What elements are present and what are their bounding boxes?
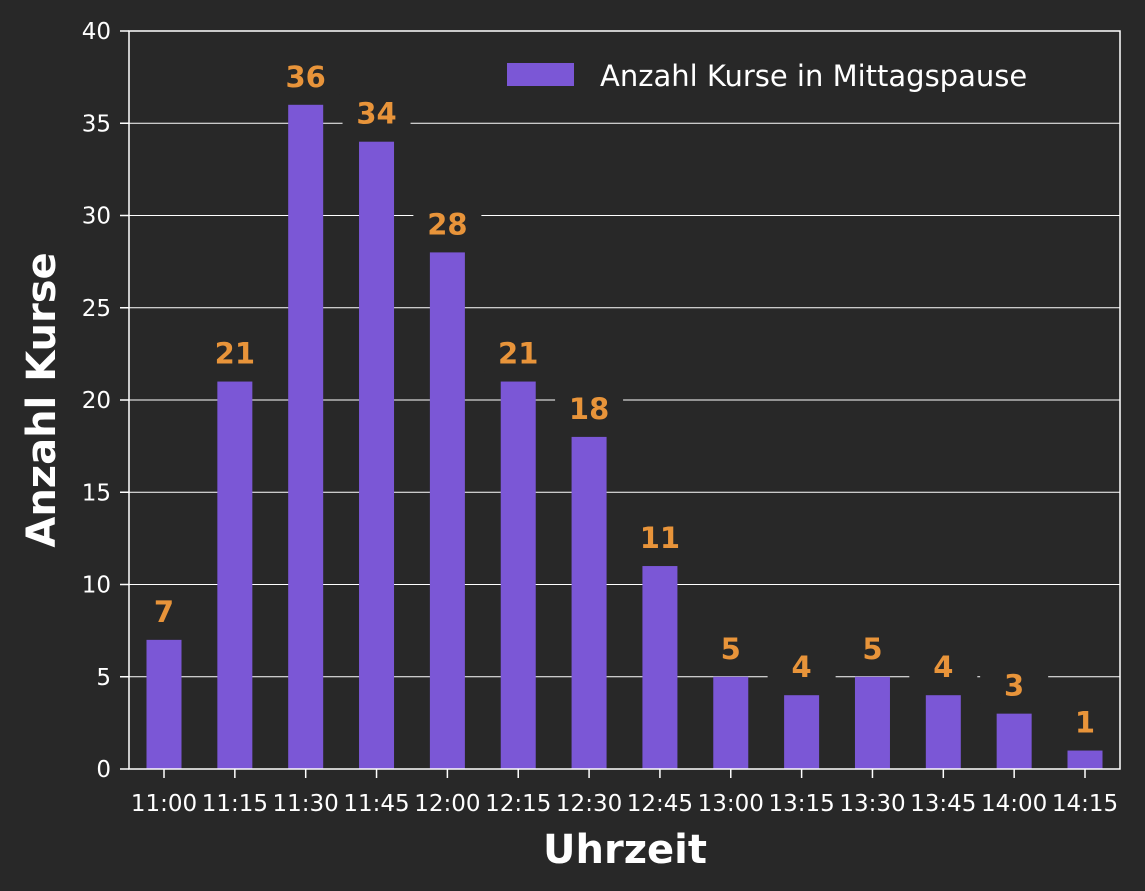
x-tick-label: 12:00: [414, 791, 480, 817]
bar: [713, 676, 749, 769]
y-tick-label: 25: [82, 296, 111, 322]
bar: [146, 639, 182, 769]
x-tick-label: 14:00: [981, 791, 1047, 817]
data-label-box: [555, 392, 624, 427]
y-tick-label: 30: [82, 204, 111, 230]
bar: [429, 252, 465, 769]
legend-swatch: [507, 63, 574, 86]
data-label: 4: [792, 650, 812, 684]
y-tick-label: 10: [82, 573, 111, 599]
bar: [784, 695, 820, 769]
data-label-box: [767, 651, 836, 686]
y-tick-label: 5: [96, 665, 111, 691]
x-tick-label: 12:45: [627, 791, 693, 817]
data-label: 18: [569, 392, 609, 426]
data-label-box: [342, 97, 411, 132]
data-label-box: [271, 60, 340, 95]
data-label: 34: [356, 97, 396, 131]
data-label-box: [980, 669, 1049, 704]
y-tick-label: 20: [82, 388, 111, 414]
bar: [1067, 750, 1103, 769]
bar: [359, 141, 395, 769]
y-axis-title: Anzahl Kurse: [19, 252, 65, 547]
y-tick-label: 35: [82, 111, 111, 137]
bars: [146, 104, 1103, 770]
x-tick-label: 11:45: [343, 791, 409, 817]
data-label: 21: [215, 337, 255, 371]
data-label: 28: [427, 207, 467, 241]
data-label-box: [130, 595, 198, 630]
x-tick-label: 14:15: [1052, 791, 1118, 817]
data-label: 7: [154, 595, 174, 629]
x-tick-label: 13:30: [839, 791, 905, 817]
data-label-box: [909, 651, 978, 686]
data-label-box: [484, 337, 553, 372]
legend: Anzahl Kurse in Mittagspause: [507, 59, 1027, 93]
x-tick-label: 13:00: [698, 791, 764, 817]
data-label-box: [625, 522, 694, 557]
bar: [925, 695, 961, 769]
data-labels: 7 21 36 34 28 21 18 11 5 4 5 4 3 1: [130, 60, 1119, 741]
bar: [288, 104, 324, 770]
data-label: 4: [933, 650, 953, 684]
x-axis-title: Uhrzeit: [543, 827, 707, 873]
bar: [571, 436, 607, 769]
data-label: 1: [1075, 706, 1095, 740]
data-label-box: [200, 337, 269, 372]
x-tick-label: 13:15: [768, 791, 834, 817]
legend-label: Anzahl Kurse in Mittagspause: [600, 59, 1027, 93]
data-label: 21: [498, 337, 538, 371]
data-label: 36: [286, 60, 326, 94]
data-label: 3: [1004, 669, 1024, 703]
x-tick-label: 11:15: [202, 791, 268, 817]
y-axis: 0 5 10 15 20 25 30 35 40: [82, 19, 129, 783]
data-label: 5: [862, 632, 882, 666]
data-label-box: [696, 632, 765, 667]
x-tick-label: 12:15: [485, 791, 551, 817]
data-label: 11: [640, 521, 680, 555]
x-tick-label: 11:00: [131, 791, 197, 817]
y-tick-label: 0: [96, 757, 111, 783]
data-label-box: [1051, 706, 1119, 741]
bar: [854, 676, 890, 769]
data-label: 5: [721, 632, 741, 666]
data-label-box: [413, 208, 482, 243]
bar: [217, 381, 253, 769]
data-label-box: [838, 632, 907, 667]
bar: [642, 566, 678, 769]
x-tick-label: 13:45: [910, 791, 976, 817]
x-tick-label: 11:30: [273, 791, 339, 817]
x-tick-label: 12:30: [556, 791, 622, 817]
y-tick-label: 15: [82, 480, 111, 506]
bar: [500, 381, 536, 769]
y-tick-label: 40: [82, 19, 111, 45]
bar: [996, 713, 1032, 769]
x-axis: 11:00 11:15 11:30 11:45 12:00 12:15 12:30 12:45…: [131, 769, 1118, 817]
